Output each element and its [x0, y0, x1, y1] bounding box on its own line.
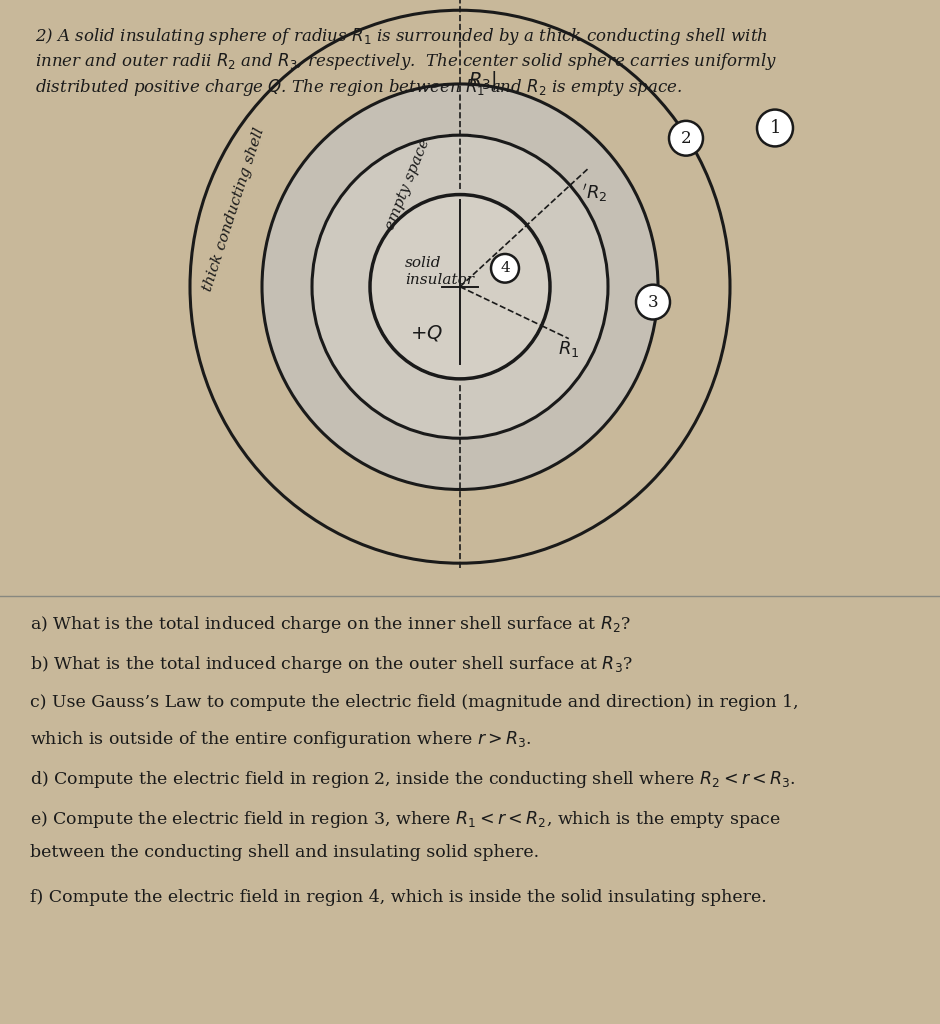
Text: inner and outer radii $R_2$ and $R_3$, respectively.  The center solid sphere ca: inner and outer radii $R_2$ and $R_3$, r… — [35, 51, 777, 73]
Text: d) Compute the electric field in region 2, inside the conducting shell where $R_: d) Compute the electric field in region … — [30, 769, 795, 790]
Text: e) Compute the electric field in region 3, where $R_1 < r < R_2$, which is the e: e) Compute the electric field in region … — [30, 809, 781, 830]
Circle shape — [370, 195, 550, 379]
Text: b) What is the total induced charge on the outer shell surface at $R_3$?: b) What is the total induced charge on t… — [30, 654, 633, 675]
Circle shape — [669, 121, 703, 156]
Text: distributed positive charge $Q$. The region between $R_1$ and $R_2$ is empty spa: distributed positive charge $Q$. The reg… — [35, 77, 682, 98]
Text: $R_3$|: $R_3$| — [468, 70, 497, 92]
Text: solid
insulator: solid insulator — [405, 256, 474, 287]
Circle shape — [262, 84, 658, 489]
Circle shape — [636, 285, 670, 319]
Text: 4: 4 — [500, 261, 509, 275]
Text: $R_1$: $R_1$ — [557, 339, 579, 358]
Text: 1: 1 — [769, 119, 781, 137]
Text: empty space: empty space — [384, 136, 432, 232]
Text: $'R_2$: $'R_2$ — [582, 182, 607, 204]
Text: $+Q$: $+Q$ — [410, 323, 443, 343]
Text: which is outside of the entire configuration where $r > R_3$.: which is outside of the entire configura… — [30, 729, 532, 750]
Circle shape — [491, 254, 519, 283]
Text: 2) A solid insulating sphere of radius $R_1$ is surrounded by a thick conducting: 2) A solid insulating sphere of radius $… — [35, 26, 768, 47]
Text: 3: 3 — [648, 294, 658, 310]
Circle shape — [757, 110, 793, 146]
Text: thick conducting shell: thick conducting shell — [201, 126, 267, 294]
Text: 2: 2 — [681, 130, 691, 146]
Text: between the conducting shell and insulating solid sphere.: between the conducting shell and insulat… — [30, 844, 540, 861]
Text: a) What is the total induced charge on the inner shell surface at $R_2$?: a) What is the total induced charge on t… — [30, 614, 632, 635]
Text: f) Compute the electric field in region 4, which is inside the solid insulating : f) Compute the electric field in region … — [30, 889, 767, 906]
Circle shape — [312, 135, 608, 438]
Text: c) Use Gauss’s Law to compute the electric field (magnitude and direction) in re: c) Use Gauss’s Law to compute the electr… — [30, 694, 799, 711]
